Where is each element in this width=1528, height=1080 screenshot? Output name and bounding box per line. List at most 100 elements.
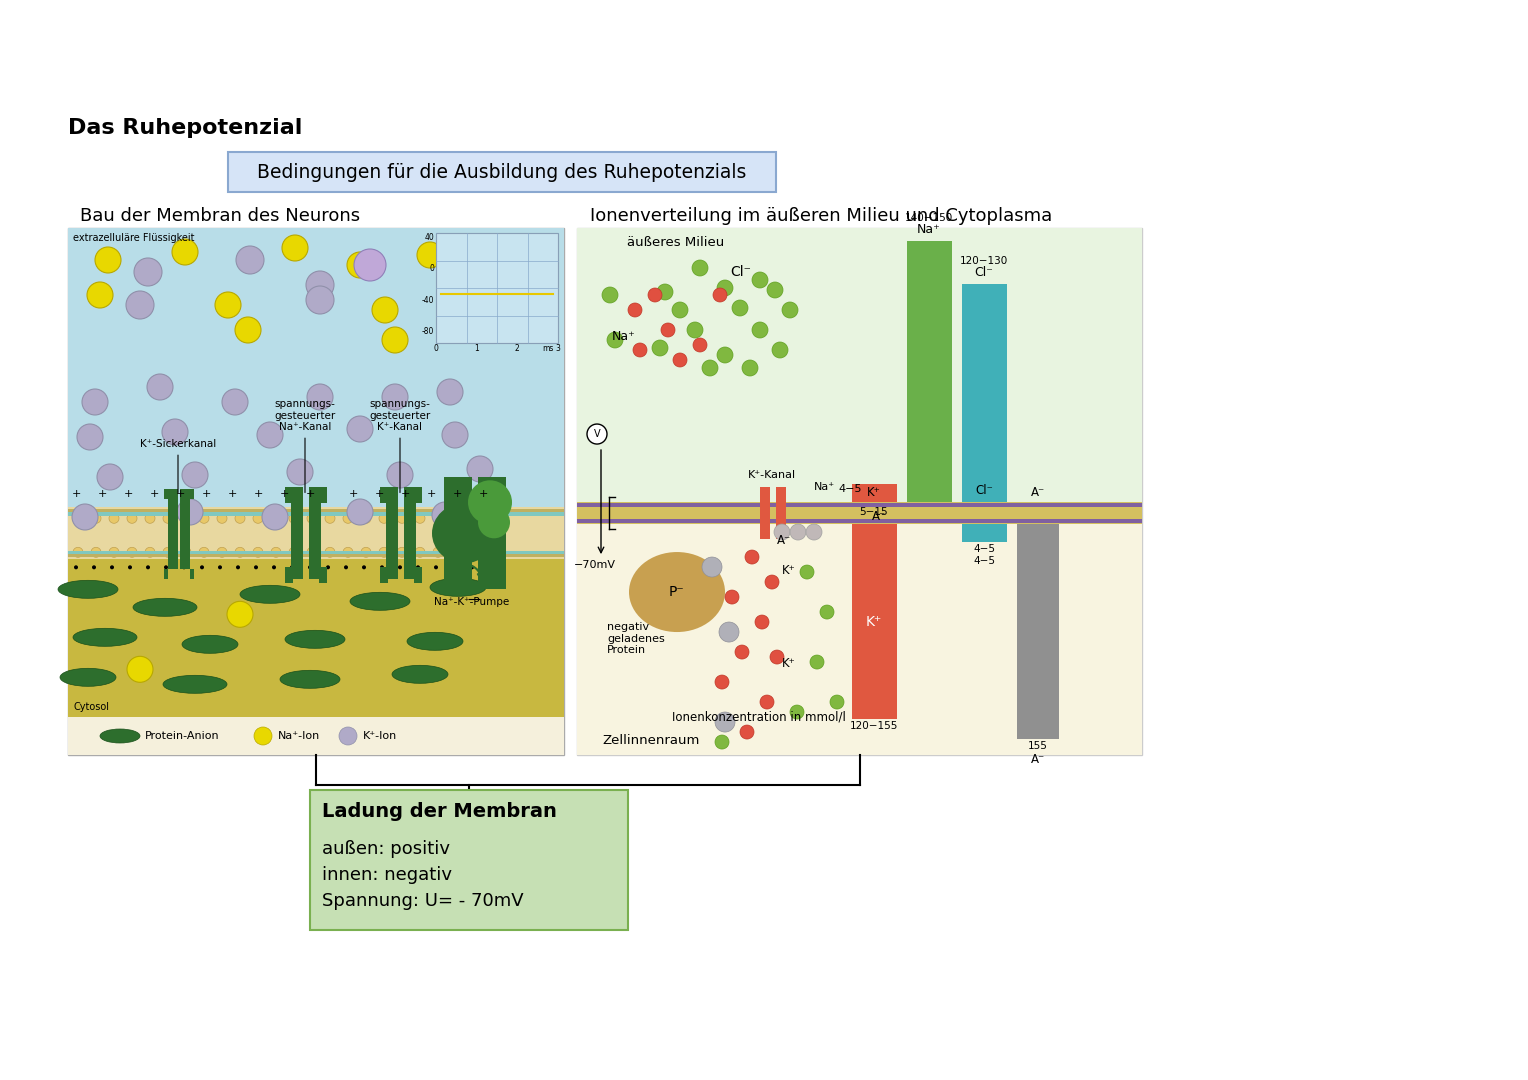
Ellipse shape [92,548,101,557]
Ellipse shape [767,282,782,298]
Bar [853,484,897,502]
Ellipse shape [325,513,335,524]
Ellipse shape [217,548,228,557]
Bar [286,487,293,503]
Text: -80: -80 [422,327,434,336]
Ellipse shape [307,513,316,524]
Bar [578,228,1141,502]
Ellipse shape [286,631,345,648]
Ellipse shape [339,727,358,745]
Bar [403,487,416,579]
Ellipse shape [235,548,244,557]
Bar [69,508,564,559]
Ellipse shape [397,565,402,569]
Text: 0: 0 [434,345,439,353]
Ellipse shape [657,284,672,300]
Ellipse shape [477,276,503,303]
Bar [776,510,782,512]
Ellipse shape [417,242,443,268]
Text: 120−155: 120−155 [850,721,898,731]
Ellipse shape [108,548,119,557]
Ellipse shape [235,246,264,274]
Bar [578,228,1141,755]
Ellipse shape [73,548,83,557]
Ellipse shape [87,282,113,308]
Ellipse shape [735,645,749,659]
Bar [414,487,422,503]
Ellipse shape [371,297,397,323]
Text: +: + [400,489,410,499]
Ellipse shape [127,548,138,557]
Bar [69,554,564,557]
Ellipse shape [342,548,353,557]
Ellipse shape [235,565,240,569]
Bar [764,511,770,513]
Ellipse shape [325,548,335,557]
Ellipse shape [270,513,281,524]
Ellipse shape [240,585,299,604]
Ellipse shape [628,303,642,318]
Ellipse shape [362,565,367,569]
Ellipse shape [432,513,443,524]
Ellipse shape [219,565,222,569]
Ellipse shape [770,650,784,664]
Text: 2: 2 [515,345,520,353]
Ellipse shape [307,384,333,410]
Ellipse shape [743,360,758,376]
Bar [69,559,564,717]
Ellipse shape [692,260,707,276]
Text: ms: ms [542,345,553,353]
Text: +: + [478,489,487,499]
Text: +: + [98,489,107,499]
Ellipse shape [163,675,228,693]
Ellipse shape [128,565,131,569]
Text: Bedingungen für die Ausbildung des Ruhepotenzials: Bedingungen für die Ausbildung des Ruhep… [257,162,747,181]
Ellipse shape [99,729,141,743]
Bar [387,487,397,579]
Ellipse shape [715,712,735,732]
Bar [578,519,1141,523]
Text: Das Ruhepotenzial: Das Ruhepotenzial [69,118,303,138]
Text: K⁺-Kanal: K⁺-Kanal [747,470,796,480]
Ellipse shape [163,548,173,557]
Text: A⁻: A⁻ [872,510,886,523]
Ellipse shape [177,499,203,525]
Ellipse shape [350,592,410,610]
Ellipse shape [452,565,455,569]
Ellipse shape [602,287,617,303]
Bar [69,228,564,508]
Ellipse shape [701,557,723,577]
Ellipse shape [261,504,287,530]
Text: A⁻: A⁻ [1031,486,1045,499]
Ellipse shape [759,696,775,710]
Ellipse shape [469,548,478,557]
Ellipse shape [307,548,316,557]
Ellipse shape [306,271,335,299]
Ellipse shape [289,548,299,557]
Bar [69,228,564,755]
Ellipse shape [801,565,814,579]
Ellipse shape [775,524,790,540]
Bar [445,477,472,590]
Bar [189,489,194,499]
Text: P⁻: P⁻ [669,585,685,599]
Text: +: + [202,489,211,499]
Text: Protein-Anion: Protein-Anion [145,731,220,741]
Bar [69,551,564,557]
Ellipse shape [451,513,461,524]
Bar [319,567,327,583]
Ellipse shape [92,565,96,569]
Text: +: + [452,489,461,499]
Bar [69,717,564,755]
Ellipse shape [810,656,824,669]
Ellipse shape [397,548,406,557]
Ellipse shape [92,513,101,524]
Text: K⁺: K⁺ [866,486,880,499]
Bar [168,489,177,569]
Bar [759,507,770,509]
Ellipse shape [287,459,313,485]
Ellipse shape [95,247,121,273]
Ellipse shape [387,462,413,488]
Text: Zellinnenraum: Zellinnenraum [602,734,700,747]
Text: V: V [591,432,599,445]
